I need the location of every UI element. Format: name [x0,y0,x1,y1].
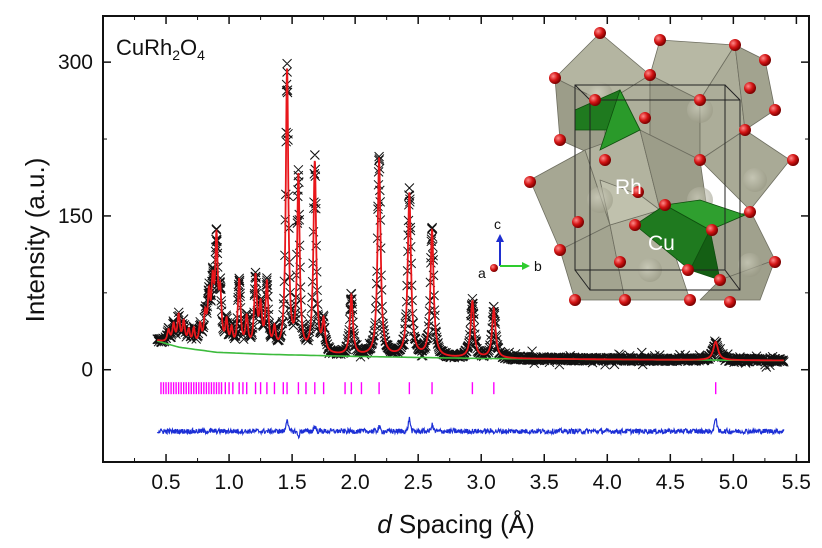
difference-curve [156,416,785,440]
y-axis-title: Intensity (a.u.) [20,158,50,323]
c-axis-label: c [494,216,501,232]
y-tick-label: 300 [58,51,93,74]
x-tick-label: 5.0 [719,471,748,494]
crystal-structure-inset: Rh Cu c b a [478,27,799,308]
x-tick-label: 3.0 [467,471,496,494]
unit-cell-box [574,84,741,291]
reflection-ticks [160,382,717,395]
axis-ticks: 0.5 1.0 1.5 2.0 2.5 3.0 3.5 4.0 4.5 5.0 5.5 0 150 300 [58,16,811,494]
a-axis-label: a [478,265,486,281]
sample-label: CuRh2O4 [116,35,205,63]
x-tick-label: 2.0 [341,471,370,494]
rh-atom-label: Rh [615,176,642,199]
x-axis-title: d Spacing (Å) [377,509,535,539]
x-tick-label: 5.5 [782,471,811,494]
x-tick-label: 4.0 [593,471,622,494]
x-tick-label: 2.5 [404,471,433,494]
oxygen-atoms [524,27,799,308]
plot-frame [102,15,810,463]
x-tick-label: 1.0 [214,471,243,494]
data-layer [152,58,789,440]
cu-atom-label: Cu [648,232,675,255]
y-tick-label: 150 [58,205,93,228]
x-tick-label: 4.5 [656,471,685,494]
x-tick-label: 3.5 [530,471,559,494]
b-axis-label: b [534,258,542,274]
x-tick-label: 0.5 [151,471,180,494]
calculated-curve [156,68,784,362]
x-tick-label: 1.5 [278,471,307,494]
crystal-axes-indicator: c b a [478,216,542,281]
y-tick-label: 0 [81,359,93,382]
